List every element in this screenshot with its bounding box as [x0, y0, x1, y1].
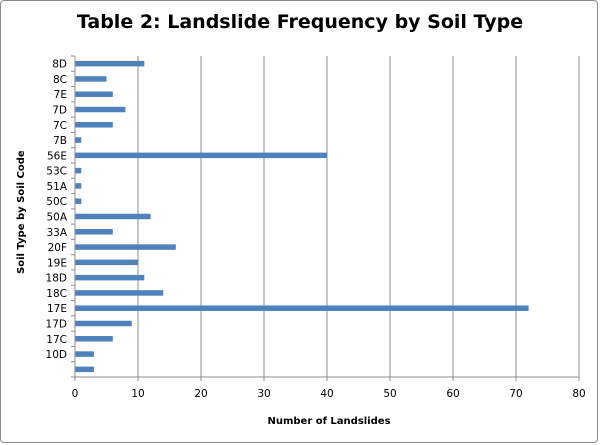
bar: [75, 305, 529, 311]
bar: [75, 137, 82, 143]
bar: [75, 351, 94, 357]
bar: [75, 106, 126, 113]
y-tick-label: 8C: [53, 74, 67, 86]
bar: [75, 167, 82, 174]
x-tick-label: 80: [572, 388, 585, 400]
bar: [75, 259, 138, 266]
y-tick-label: 17E: [47, 303, 67, 315]
bar: [75, 274, 145, 281]
y-tick-label: 50C: [46, 196, 67, 208]
y-tick-label: 18C: [46, 288, 67, 300]
y-tick-label: 56E: [47, 150, 67, 162]
x-axis-title: Number of Landslides: [267, 416, 391, 427]
bar: [75, 336, 113, 342]
y-tick-label: 7D: [52, 105, 67, 117]
y-tick-label: 33A: [46, 227, 67, 239]
x-tick-label: 40: [320, 388, 333, 400]
y-tick-label: 53C: [46, 166, 67, 178]
x-tick-label: 10: [131, 388, 144, 400]
bars: [75, 60, 529, 373]
y-tick-label: 7B: [53, 135, 67, 147]
y-tick-label: 18D: [46, 273, 67, 285]
x-tick-label: 70: [509, 388, 522, 400]
y-tick-label: 8D: [52, 59, 67, 71]
y-tick-label: 17C: [46, 334, 67, 346]
bar: [75, 290, 164, 296]
x-tick-label: 20: [194, 388, 207, 400]
y-tick-label: 10D: [46, 349, 67, 361]
x-tick-label: 50: [383, 388, 396, 400]
bar: [75, 122, 113, 128]
y-tick-label: 7E: [54, 89, 67, 101]
y-tick-label: 7C: [53, 120, 67, 132]
bar: [75, 320, 132, 327]
y-tick-label: 51A: [46, 181, 67, 193]
bar: [75, 91, 113, 97]
bar: [75, 152, 327, 159]
bar: [75, 244, 176, 250]
bar: [75, 198, 82, 204]
y-tick-labels: 8D 8C 7E 7D 7C 7B 56E 53C 51A 50C 50A 33A 20F 19E 18D 1…: [46, 59, 68, 361]
x-tick-label: 60: [446, 388, 459, 400]
y-axis-title: Soil Type by Soil Code: [16, 150, 27, 274]
bar: [75, 229, 113, 235]
chart-title: Table 2: Landslide Frequency by Soil Typ…: [76, 11, 524, 33]
y-tick-label: 50A: [46, 212, 67, 224]
bar: [75, 213, 151, 220]
bar: [75, 183, 82, 189]
gridlines: [71, 55, 580, 381]
bar: [75, 76, 107, 82]
x-tick-label: 30: [257, 388, 270, 400]
y-tick-label: 17D: [46, 319, 67, 331]
axes: [74, 56, 579, 378]
y-tick-label: 19E: [47, 257, 67, 269]
bar: [75, 366, 94, 373]
x-tick-label: 0: [72, 388, 79, 400]
x-tick-labels: 0 10 20 30 40 50 60 70 80: [72, 388, 586, 400]
y-tick-label: 20F: [48, 242, 67, 254]
bar: [75, 60, 145, 67]
